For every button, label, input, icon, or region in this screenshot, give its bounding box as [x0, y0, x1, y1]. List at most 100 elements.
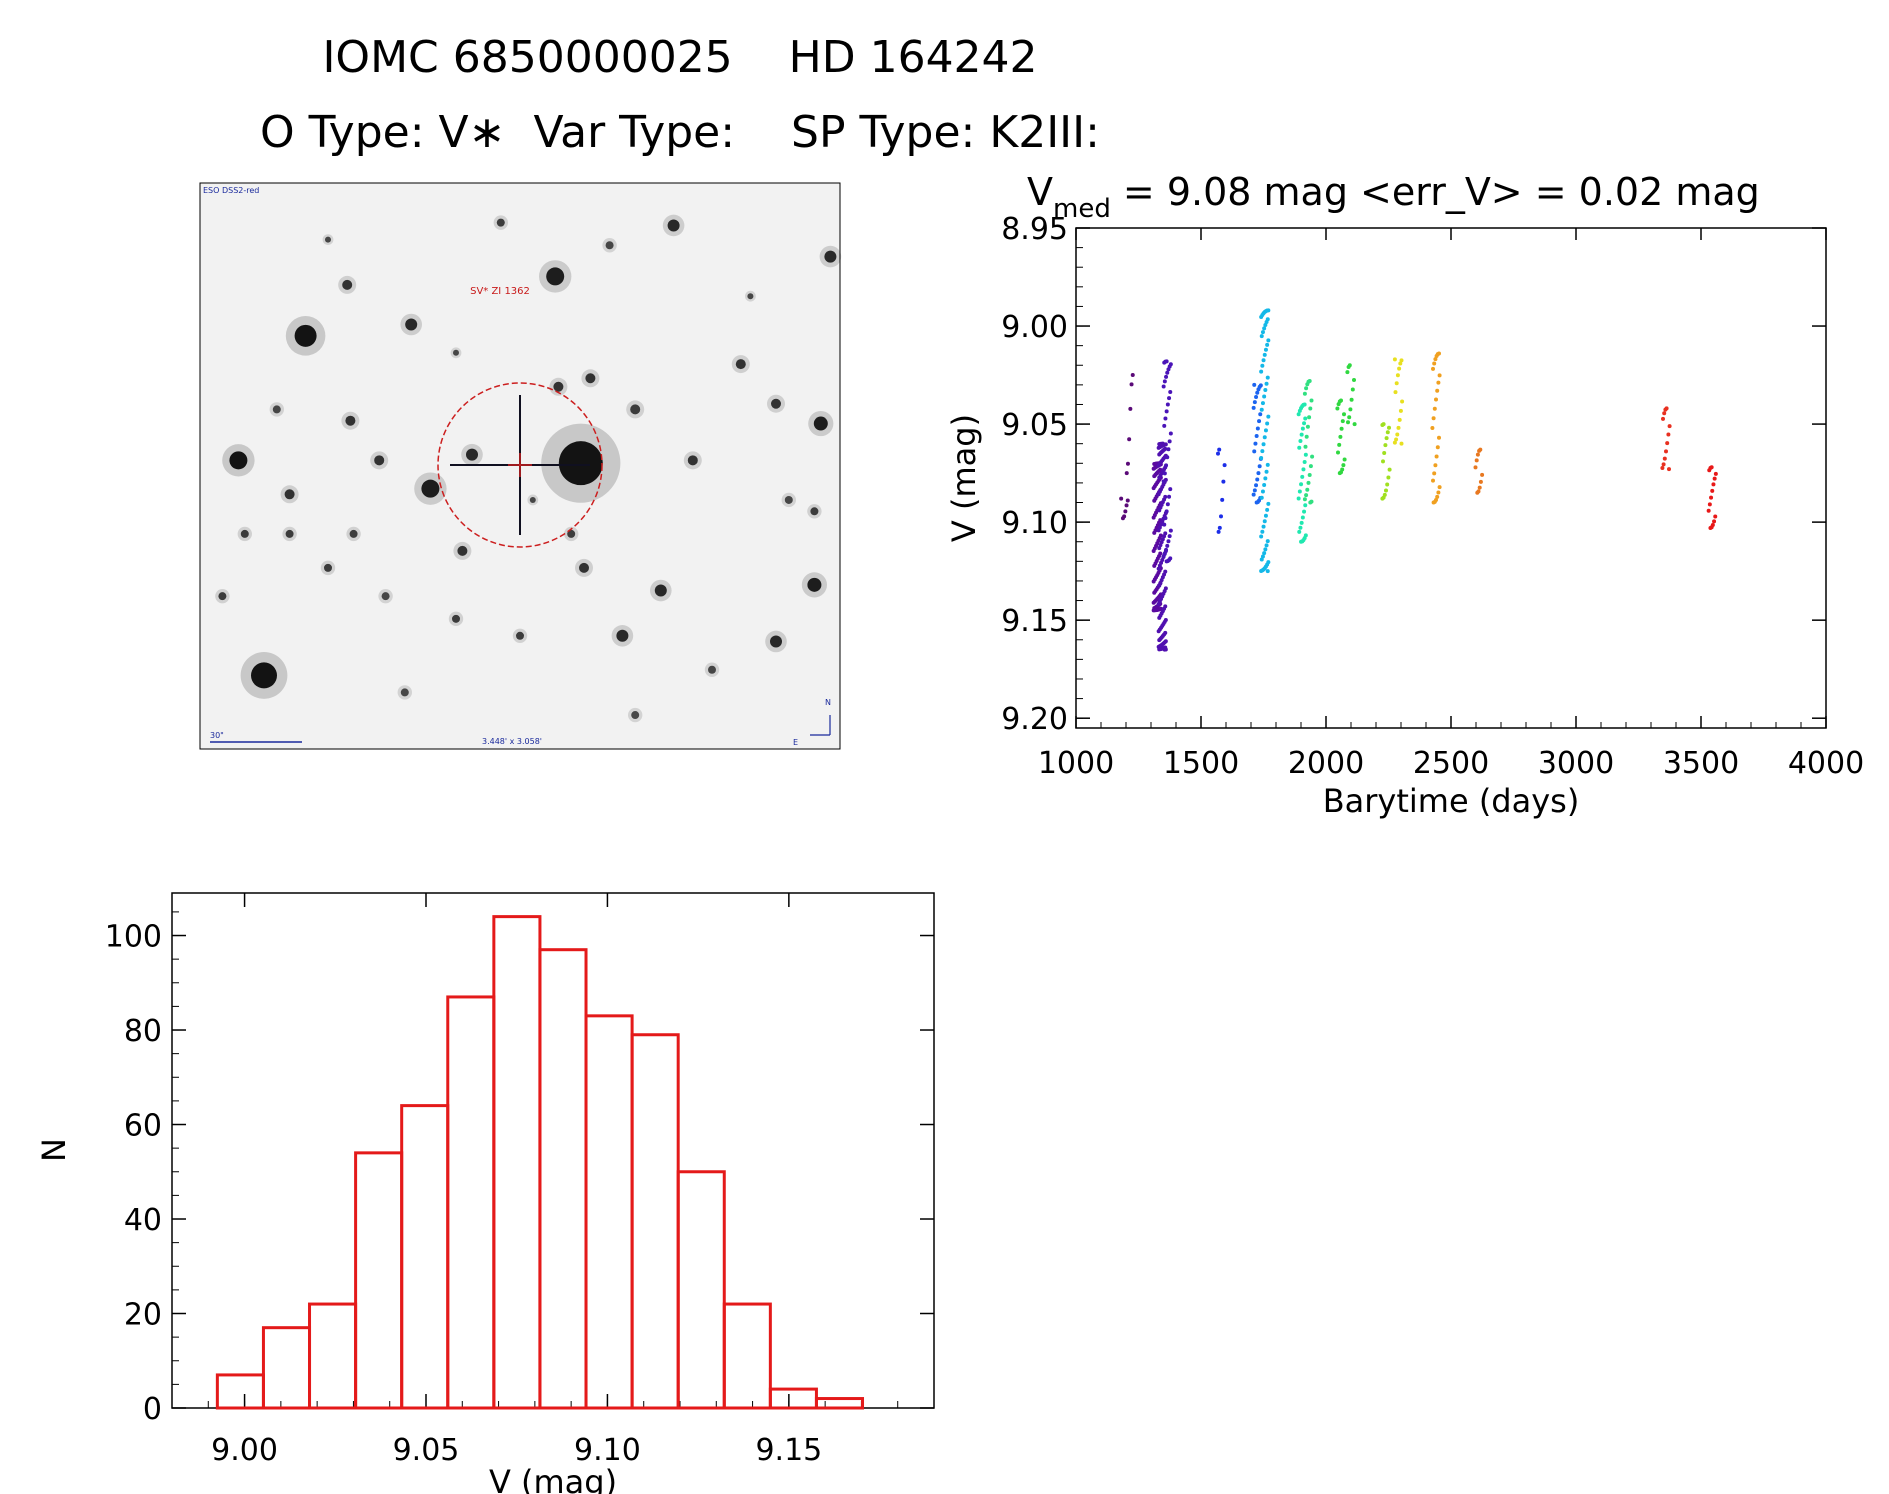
data-point	[1263, 547, 1268, 552]
data-point	[1256, 387, 1261, 392]
data-point	[1162, 423, 1167, 428]
data-point	[1667, 467, 1671, 472]
data-point	[1164, 509, 1169, 514]
data-point	[1216, 529, 1221, 534]
data-point	[1308, 500, 1313, 505]
data-point	[1151, 515, 1156, 520]
data-point	[1260, 401, 1265, 406]
data-point	[1152, 474, 1157, 479]
data-point	[1336, 450, 1340, 455]
data-point	[1260, 330, 1265, 335]
data-point	[1302, 421, 1307, 426]
data-point	[1157, 638, 1162, 643]
data-point	[1262, 352, 1267, 357]
data-point	[1259, 534, 1264, 539]
data-point	[1707, 502, 1712, 507]
histogram-bar	[354, 1151, 404, 1410]
data-point	[1349, 397, 1354, 402]
star	[374, 455, 385, 466]
data-point	[1219, 514, 1223, 519]
data-point	[1130, 373, 1135, 378]
star	[325, 236, 331, 243]
compass	[810, 715, 831, 736]
data-point	[1162, 522, 1167, 527]
histogram-bar	[768, 1387, 818, 1410]
star	[558, 441, 603, 486]
data-point	[1398, 361, 1403, 366]
data-point	[1304, 434, 1309, 439]
data-point	[1263, 388, 1268, 393]
data-point	[1387, 425, 1391, 430]
data-point	[1220, 497, 1225, 502]
y-tick-label: 9.00	[1001, 310, 1068, 345]
histogram-bar	[400, 1104, 450, 1410]
data-point	[1156, 445, 1161, 450]
data-point	[1336, 402, 1341, 407]
data-point	[1266, 501, 1271, 506]
histogram-bar	[814, 1397, 865, 1410]
data-point	[1337, 442, 1342, 447]
data-point	[1257, 419, 1262, 424]
data-point	[1480, 472, 1485, 477]
y-tick-label: 80	[124, 1014, 162, 1049]
data-point	[1385, 430, 1390, 435]
data-point	[1259, 407, 1264, 412]
data-point	[1434, 354, 1439, 359]
data-point	[1381, 459, 1385, 464]
data-point	[1399, 441, 1404, 446]
data-point	[1165, 370, 1170, 375]
data-point	[1168, 431, 1173, 436]
star	[824, 250, 837, 263]
data-point	[1431, 416, 1436, 421]
data-point	[1260, 489, 1265, 494]
data-point	[1125, 498, 1130, 503]
histogram-bar	[630, 1033, 680, 1410]
star	[285, 529, 294, 538]
data-point	[1165, 402, 1170, 407]
data-point	[1156, 601, 1161, 606]
histogram-bar	[261, 1326, 312, 1410]
data-point	[1385, 482, 1390, 487]
star	[654, 584, 667, 597]
star	[294, 324, 317, 347]
data-point	[1707, 468, 1712, 473]
histogram-bar	[676, 1170, 726, 1410]
data-point	[1663, 407, 1668, 412]
star	[240, 529, 249, 538]
chart-title-sub: med	[1053, 194, 1111, 224]
star	[345, 415, 356, 426]
data-point	[1431, 500, 1436, 505]
star	[349, 529, 358, 538]
data-point	[1162, 647, 1167, 652]
data-point	[1346, 365, 1351, 370]
page-subtitle: O Type: V∗ Var Type: SP Type: K2III:	[260, 107, 1100, 158]
data-point	[1396, 425, 1401, 430]
data-point	[1297, 489, 1302, 494]
data-point	[1263, 347, 1268, 352]
data-point	[1302, 459, 1307, 464]
data-point	[1306, 480, 1311, 485]
data-point	[1157, 452, 1162, 457]
data-point	[1161, 384, 1166, 389]
data-point	[1303, 503, 1308, 508]
data-point	[1303, 452, 1308, 457]
data-point	[1164, 559, 1169, 564]
data-point	[1302, 497, 1307, 502]
data-point	[1345, 370, 1350, 375]
data-point	[1661, 462, 1666, 467]
data-point	[1662, 411, 1667, 416]
data-point	[1299, 482, 1304, 487]
data-point	[1217, 447, 1222, 452]
data-point	[1384, 436, 1389, 441]
data-point	[1167, 439, 1172, 444]
star	[342, 279, 353, 290]
data-point	[1265, 421, 1270, 426]
ticks: 9.00 9.05 9.10 9.15 0 20 40 60 80 100	[105, 893, 935, 1468]
data-point	[1475, 490, 1480, 495]
data-point	[1713, 471, 1718, 476]
y-axis-label: N	[35, 1138, 73, 1162]
fov-label: 3.448' x 3.058'	[482, 737, 542, 746]
data-point	[1380, 423, 1385, 428]
data-point	[1437, 485, 1442, 490]
star	[466, 448, 478, 461]
